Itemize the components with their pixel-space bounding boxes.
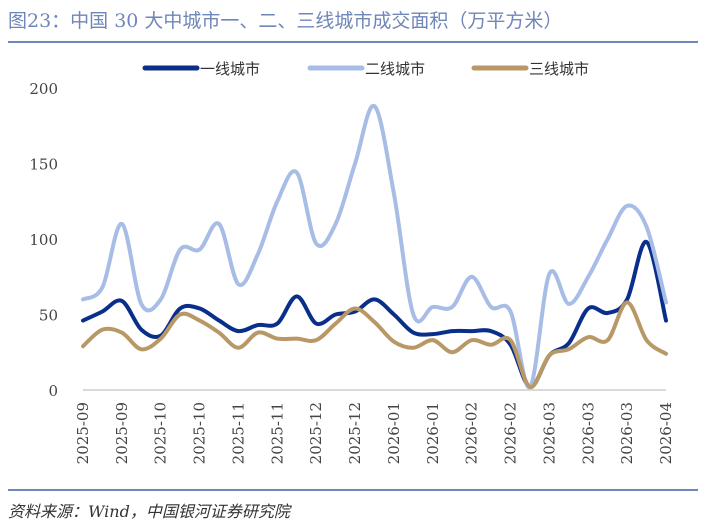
y-tick-label: 200 — [29, 80, 58, 98]
y-tick-label: 150 — [29, 156, 58, 174]
x-tick-label: 2026-03 — [579, 402, 597, 464]
legend-label: 三线城市 — [529, 60, 589, 78]
x-tick-label: 2025-11 — [268, 402, 286, 464]
x-tick-label: 2025-12 — [346, 402, 364, 464]
x-tick-label: 2026-03 — [540, 402, 558, 464]
x-tick-label: 2026-04 — [657, 402, 675, 464]
x-tick-label: 2026-02 — [463, 402, 481, 464]
series-line-2 — [81, 104, 668, 389]
x-tick-label: 2025-09 — [113, 402, 131, 464]
source-note: 资料来源：Wind，中国银河证券研究院 — [8, 502, 290, 521]
series-line-3 — [81, 300, 668, 389]
x-tick-label: 2026-03 — [618, 402, 636, 464]
x-tick-label: 2026-01 — [385, 402, 403, 464]
series-line-1 — [81, 240, 668, 389]
x-tick-label: 2025-09 — [74, 402, 92, 464]
source-rule — [8, 489, 698, 491]
x-tick-label: 2025-11 — [229, 402, 247, 464]
y-tick-label: 100 — [29, 231, 58, 249]
legend-label: 一线城市 — [200, 60, 260, 78]
x-tick-label: 2025-10 — [191, 402, 209, 464]
chart-title: 图23：中国 30 大中城市一、二、三线城市成交面积（万平方米） — [8, 10, 563, 32]
x-tick-label: 2026-01 — [424, 402, 442, 464]
title-rule — [8, 41, 698, 43]
x-tick-label: 2026-02 — [502, 402, 520, 464]
y-tick-label: 50 — [39, 307, 58, 325]
legend-label: 二线城市 — [365, 60, 425, 78]
x-tick-label: 2025-10 — [152, 402, 170, 464]
y-tick-label: 0 — [48, 382, 58, 400]
x-tick-label: 2025-12 — [307, 402, 325, 464]
